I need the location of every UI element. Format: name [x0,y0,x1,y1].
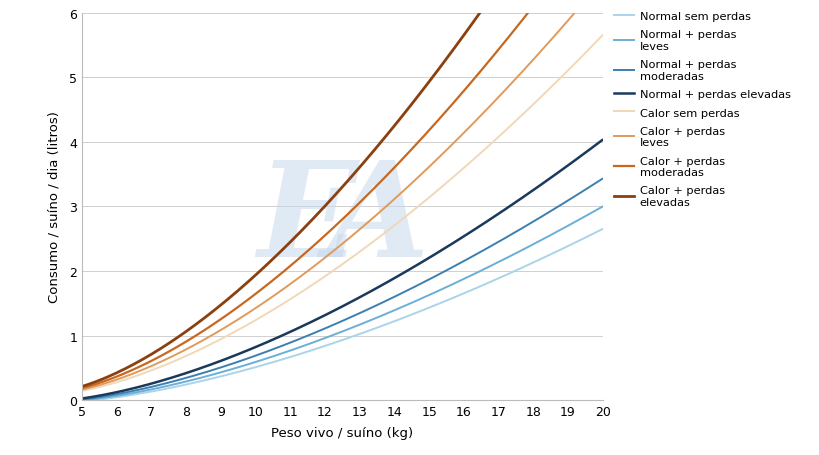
Legend: Normal sem perdas, Normal + perdas
leves, Normal + perdas
moderadas, Normal + pe: Normal sem perdas, Normal + perdas leves… [613,11,790,207]
X-axis label: Peso vivo / suíno (kg): Peso vivo / suíno (kg) [271,426,413,440]
Text: A: A [325,156,428,284]
Y-axis label: Consumo / suíno / dia (litros): Consumo / suíno / dia (litros) [48,111,61,303]
Text: E: E [257,156,358,284]
